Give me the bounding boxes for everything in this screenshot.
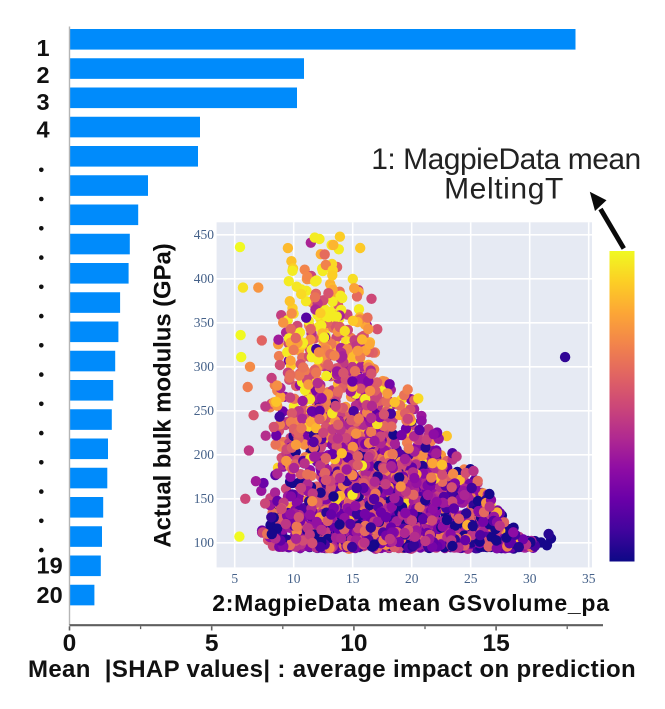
svg-text:30: 30 — [523, 571, 537, 586]
svg-text:19: 19 — [37, 553, 63, 579]
svg-text:2:MagpieData mean GSvolume_pa: 2:MagpieData mean GSvolume_pa — [212, 590, 610, 616]
svg-text:15: 15 — [346, 571, 360, 586]
svg-text:300: 300 — [194, 359, 215, 374]
svg-text:20: 20 — [37, 582, 63, 608]
svg-text:15: 15 — [482, 630, 509, 657]
svg-text:25: 25 — [464, 571, 478, 586]
svg-text:5: 5 — [231, 571, 238, 586]
svg-text:100: 100 — [194, 535, 215, 550]
svg-text:35: 35 — [582, 571, 596, 586]
svg-text:150: 150 — [194, 491, 215, 506]
svg-text:450: 450 — [194, 227, 215, 242]
svg-text:1: MagpieData mean: 1: MagpieData mean — [371, 143, 641, 176]
svg-text:10: 10 — [340, 630, 367, 657]
svg-text:3: 3 — [37, 89, 50, 115]
svg-text:0: 0 — [63, 630, 77, 657]
svg-text:Mean |SHAP values| : average: Mean |SHAP values| : average impact on p… — [28, 656, 636, 683]
svg-text:250: 250 — [194, 403, 215, 418]
svg-text:20: 20 — [405, 571, 419, 586]
svg-text:5: 5 — [205, 630, 219, 657]
svg-text:350: 350 — [194, 315, 215, 330]
svg-text:4: 4 — [37, 117, 50, 143]
svg-text:MeltingT: MeltingT — [444, 173, 564, 206]
svg-text:Actual bulk modulus (GPa): Actual bulk modulus (GPa) — [150, 243, 177, 547]
svg-text:1: 1 — [37, 35, 50, 61]
svg-text:2: 2 — [37, 62, 50, 88]
svg-text:400: 400 — [194, 271, 215, 286]
svg-text:10: 10 — [287, 571, 301, 586]
svg-text:200: 200 — [194, 447, 215, 462]
